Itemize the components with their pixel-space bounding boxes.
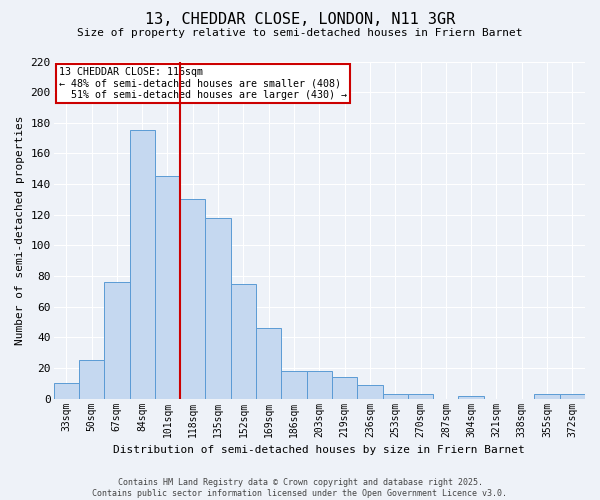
Bar — [155, 176, 180, 398]
Bar — [281, 371, 307, 398]
Bar — [458, 396, 484, 398]
Text: 13, CHEDDAR CLOSE, LONDON, N11 3GR: 13, CHEDDAR CLOSE, LONDON, N11 3GR — [145, 12, 455, 28]
Bar — [307, 371, 332, 398]
Bar — [104, 282, 130, 399]
Bar — [408, 394, 433, 398]
Bar — [79, 360, 104, 399]
Text: Size of property relative to semi-detached houses in Friern Barnet: Size of property relative to semi-detach… — [77, 28, 523, 38]
Bar — [256, 328, 281, 398]
X-axis label: Distribution of semi-detached houses by size in Friern Barnet: Distribution of semi-detached houses by … — [113, 445, 525, 455]
Text: 13 CHEDDAR CLOSE: 116sqm
← 48% of semi-detached houses are smaller (408)
  51% o: 13 CHEDDAR CLOSE: 116sqm ← 48% of semi-d… — [59, 66, 347, 100]
Text: Contains HM Land Registry data © Crown copyright and database right 2025.
Contai: Contains HM Land Registry data © Crown c… — [92, 478, 508, 498]
Bar — [332, 377, 357, 398]
Bar — [357, 385, 383, 398]
Bar — [205, 218, 231, 398]
Bar — [180, 200, 205, 398]
Bar — [535, 394, 560, 398]
Bar — [231, 284, 256, 399]
Bar — [560, 394, 585, 398]
Bar — [383, 394, 408, 398]
Bar — [130, 130, 155, 398]
Y-axis label: Number of semi-detached properties: Number of semi-detached properties — [15, 116, 25, 345]
Bar — [53, 384, 79, 398]
